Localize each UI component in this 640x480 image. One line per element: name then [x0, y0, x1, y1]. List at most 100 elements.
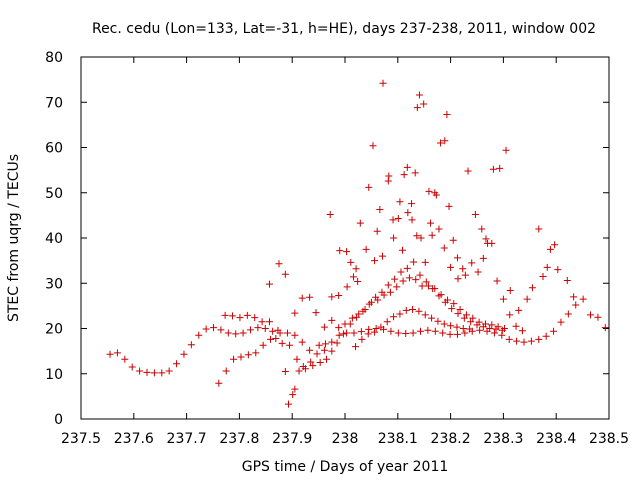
data-point — [244, 351, 252, 359]
data-point — [416, 271, 424, 279]
data-point — [352, 265, 360, 273]
data-point — [413, 232, 421, 240]
data-point — [384, 177, 392, 185]
y-tick-label: 10 — [45, 367, 63, 383]
data-point — [237, 353, 245, 361]
data-point — [343, 283, 351, 291]
data-point — [554, 266, 562, 274]
y-tick-label: 30 — [45, 276, 63, 292]
data-point — [210, 324, 218, 332]
data-point — [399, 277, 407, 285]
data-point — [278, 339, 286, 347]
data-point — [312, 309, 320, 317]
data-point — [500, 325, 508, 332]
data-point — [496, 164, 504, 172]
x-tick-label: 237.9 — [272, 431, 312, 447]
data-point — [437, 291, 445, 299]
data-point — [343, 248, 351, 256]
data-point — [289, 391, 297, 399]
data-point — [424, 282, 432, 290]
data-point — [431, 327, 439, 335]
x-tick-label: 238.1 — [378, 431, 418, 447]
data-point — [422, 278, 430, 286]
y-tick-label: 50 — [45, 186, 63, 202]
data-point — [443, 110, 451, 118]
data-point — [486, 325, 494, 332]
data-point — [306, 293, 314, 301]
data-point — [403, 163, 411, 171]
y-tick-label: 0 — [54, 412, 63, 428]
data-point — [425, 187, 433, 195]
data-point — [493, 277, 501, 285]
data-point — [348, 314, 356, 322]
data-point — [434, 317, 442, 325]
data-point — [352, 343, 360, 351]
data-point — [409, 305, 417, 313]
y-tick-label: 40 — [45, 231, 63, 247]
data-point — [390, 234, 398, 242]
data-point — [293, 355, 301, 363]
data-point — [323, 355, 331, 363]
y-tick-label: 60 — [45, 141, 63, 157]
data-point — [380, 291, 388, 299]
data-point — [594, 313, 602, 321]
data-point — [421, 311, 429, 319]
data-point — [229, 312, 237, 320]
data-point — [506, 286, 514, 294]
data-point — [354, 277, 362, 285]
data-point — [431, 285, 439, 293]
data-point — [476, 326, 484, 334]
data-point — [410, 258, 418, 266]
data-point — [488, 239, 496, 247]
data-point — [450, 300, 458, 308]
data-point — [527, 337, 535, 345]
data-point — [459, 265, 467, 273]
data-point — [265, 318, 273, 326]
data-point — [326, 210, 334, 218]
data-point — [402, 329, 410, 337]
data-point — [391, 275, 399, 283]
data-point — [403, 264, 411, 272]
data-point — [428, 231, 436, 239]
data-point — [376, 205, 384, 213]
data-point — [339, 330, 347, 338]
data-point — [387, 327, 395, 335]
data-point — [440, 244, 448, 252]
data-point — [361, 305, 369, 313]
data-point — [259, 341, 267, 349]
data-point — [217, 326, 225, 334]
data-point — [269, 327, 277, 335]
data-point — [454, 275, 462, 283]
data-point — [563, 277, 571, 285]
x-tick-label: 237.5 — [61, 431, 101, 447]
data-point — [341, 320, 349, 328]
data-point — [528, 284, 536, 292]
data-point — [535, 225, 543, 233]
data-point — [456, 305, 464, 313]
y-axis-label: STEC from uqrg / TECUs — [6, 154, 22, 322]
data-point — [347, 258, 355, 266]
data-point — [474, 268, 482, 276]
data-point — [431, 189, 439, 197]
data-point — [291, 331, 299, 339]
data-point — [369, 142, 377, 150]
data-point — [252, 349, 260, 357]
data-point — [286, 341, 294, 349]
data-point — [272, 334, 280, 342]
data-point — [379, 79, 387, 87]
data-point — [365, 183, 373, 191]
y-tick-label: 20 — [45, 322, 63, 338]
data-point — [512, 322, 520, 330]
data-point — [417, 327, 425, 335]
data-point — [411, 169, 419, 177]
data-point — [202, 325, 210, 333]
data-point — [349, 273, 357, 281]
data-point — [415, 91, 423, 99]
data-point — [384, 281, 392, 289]
data-point — [355, 310, 363, 318]
data-point — [415, 307, 423, 315]
data-point — [449, 236, 457, 244]
data-point — [490, 329, 498, 337]
data-point — [315, 341, 323, 349]
data-point — [254, 324, 262, 332]
